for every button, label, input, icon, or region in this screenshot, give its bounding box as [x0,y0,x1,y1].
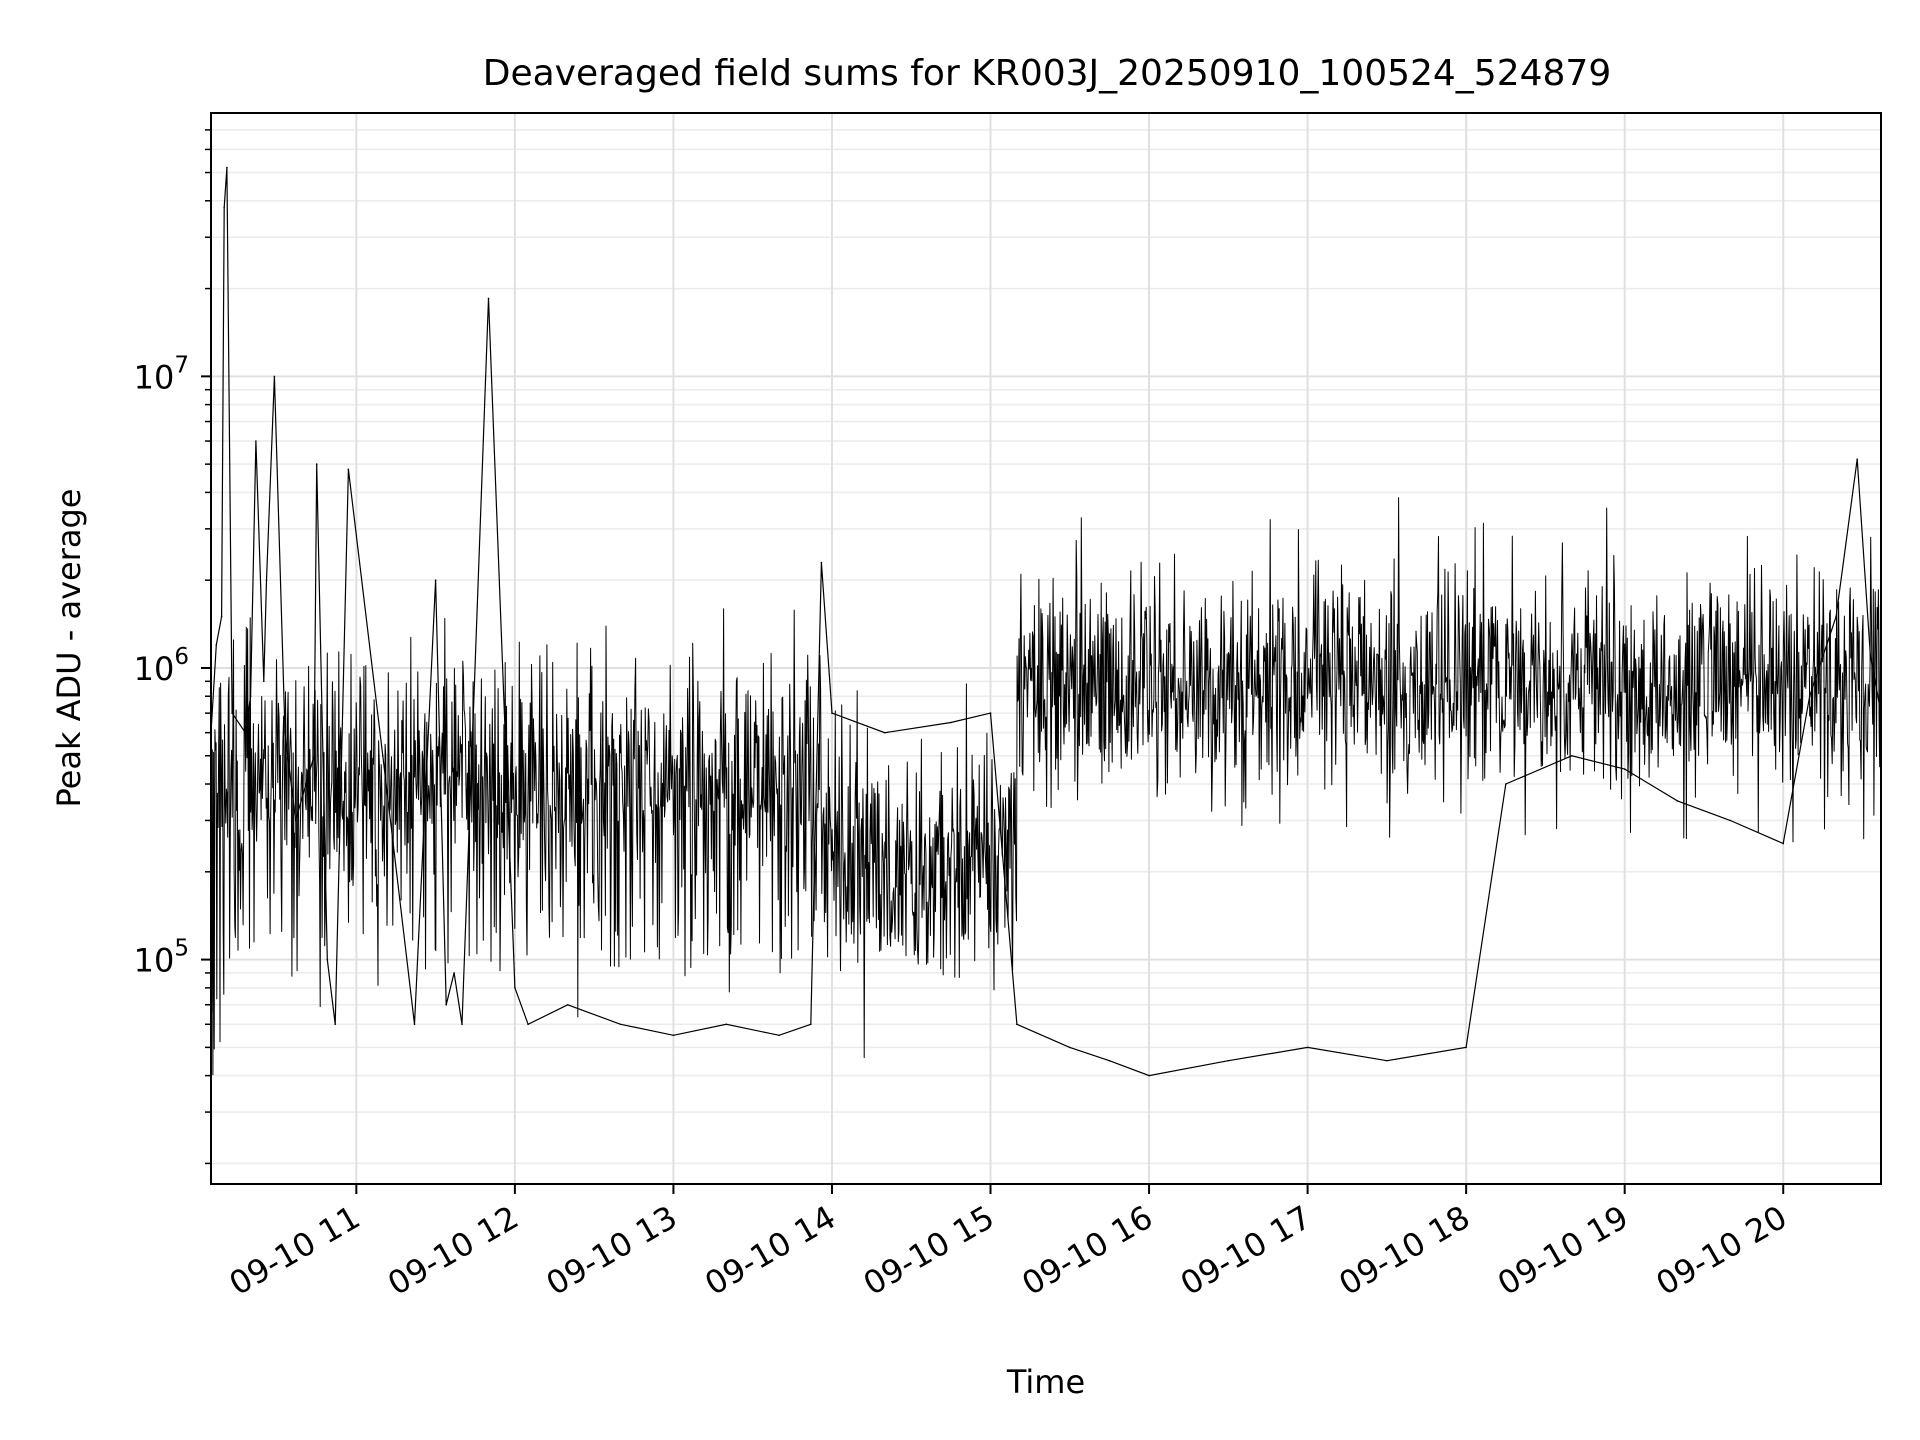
series-point [1069,1046,1071,1049]
series-point [1835,615,1837,618]
series-point [1227,1059,1230,1062]
series-point [313,755,315,757]
series-point [1505,783,1507,785]
series-point [514,987,516,989]
series-point [950,721,952,724]
series-point [226,166,228,169]
chart-title: Deaveraged field sums for KR003J_2025091… [483,53,1611,94]
series-point [1676,800,1679,802]
series-point [1016,1023,1018,1026]
series-point [231,712,233,714]
series-point [1571,755,1573,757]
series-point [434,579,437,581]
series-point [1148,1074,1150,1077]
series-point [255,440,257,442]
series-point [461,1023,463,1026]
series-point [263,680,265,683]
series-point [725,1023,728,1026]
series-point [884,731,886,734]
series-point [778,1034,780,1037]
series-point [1465,1046,1467,1049]
series-point [445,1004,448,1006]
series-point [1623,768,1626,770]
series-point [672,1034,675,1037]
plot-frame [210,112,1882,1185]
series-point [989,712,992,714]
series-point [453,972,455,974]
series-point [220,615,223,618]
series-point [1808,695,1811,697]
series-point [1306,1046,1309,1049]
series-point [527,1023,529,1026]
signal-noise-line [210,497,1882,1076]
y-tick-label: 106 [134,644,189,688]
series-point [1782,842,1784,845]
series-point [1729,819,1732,822]
series-point [831,712,833,714]
series-point [223,206,225,209]
series-point [413,1023,416,1026]
series-point [249,695,252,697]
series-point [1386,1059,1388,1062]
series-point [315,463,318,465]
series-point [347,468,350,471]
series-point [284,731,286,734]
series-point [244,731,247,734]
series-point [1108,1059,1111,1062]
series-point [265,579,268,581]
series-point [382,755,384,757]
y-axis-label: Peak ADU - average [50,489,88,808]
series-point [566,1004,569,1006]
series-line [210,167,1882,1077]
series-point [294,819,297,822]
series-point [273,375,276,378]
series-point [820,561,823,564]
series-point [1856,458,1858,461]
series-point [334,1023,337,1026]
x-axis-label: Time [1006,1363,1085,1401]
series-point [487,297,490,300]
series-point [326,958,329,961]
data-layer [210,166,1882,1077]
series-point [1869,655,1872,657]
series-point [215,644,218,646]
series-point [619,1023,622,1026]
series-point [810,1023,812,1026]
